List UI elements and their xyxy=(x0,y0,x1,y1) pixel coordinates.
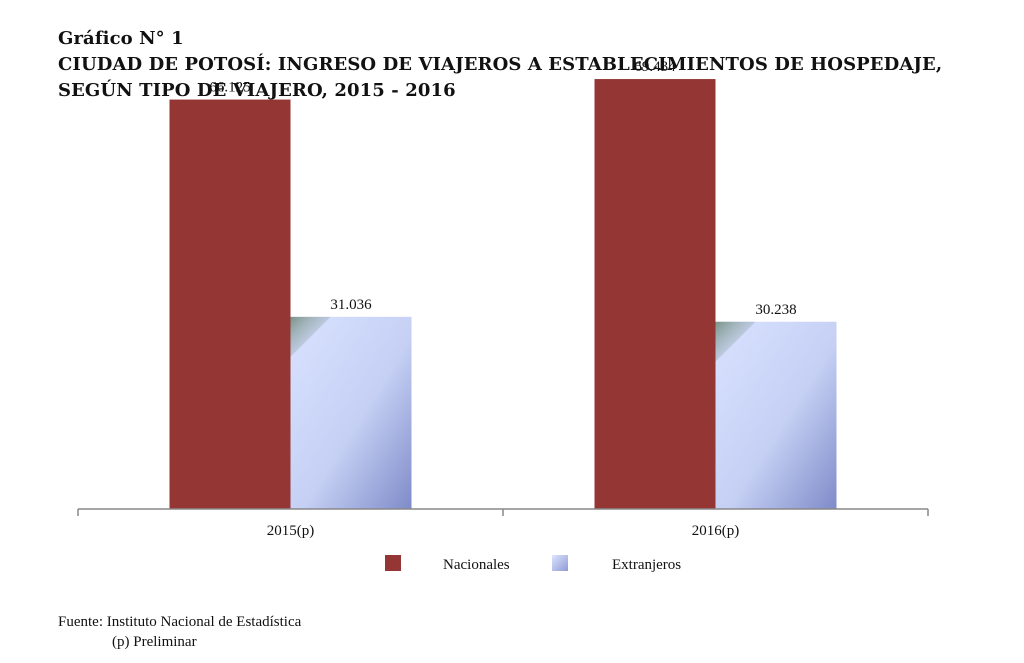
data-label-extranjeros-0: 31.036 xyxy=(330,297,372,313)
bar-nacionales-1 xyxy=(594,79,716,510)
legend: Nacionales Extranjeros xyxy=(385,555,681,573)
bar-extranjeros-1 xyxy=(715,321,837,509)
source-note: Fuente: Instituto Nacional de Estadístic… xyxy=(58,612,301,652)
x-tick-label-0: 2015(p) xyxy=(267,523,315,539)
x-tick-label-1: 2016(p) xyxy=(692,523,740,539)
bar-shadow-1 xyxy=(715,321,756,362)
bar-nacionales-0 xyxy=(169,99,291,509)
chart-title-line-1: CIUDAD DE POTOSÍ: INGRESO DE VIAJEROS A … xyxy=(58,54,943,75)
data-label-nacionales-0: 66.125 xyxy=(209,80,250,96)
bar-shadow-0 xyxy=(290,316,331,357)
chart-title-line-2: SEGÚN TIPO DE VIAJERO, 2015 - 2016 xyxy=(58,80,456,101)
legend-label-nacionales: Nacionales xyxy=(443,557,510,573)
data-label-nacionales-1: 69.434 xyxy=(634,59,676,75)
preliminary-note: (p) Preliminar xyxy=(112,634,197,650)
chart-number: Gráfico N° 1 xyxy=(58,28,184,49)
bar-extranjeros-0 xyxy=(290,316,412,509)
source-line: Fuente: Instituto Nacional de Estadístic… xyxy=(58,614,302,630)
legend-label-extranjeros: Extranjeros xyxy=(612,557,681,573)
legend-swatch-extranjeros xyxy=(552,555,568,571)
chart-heading: Gráfico N° 1 CIUDAD DE POTOSÍ: INGRESO D… xyxy=(58,26,942,104)
legend-swatch-nacionales xyxy=(385,555,401,571)
data-label-extranjeros-1: 30.238 xyxy=(755,302,796,318)
